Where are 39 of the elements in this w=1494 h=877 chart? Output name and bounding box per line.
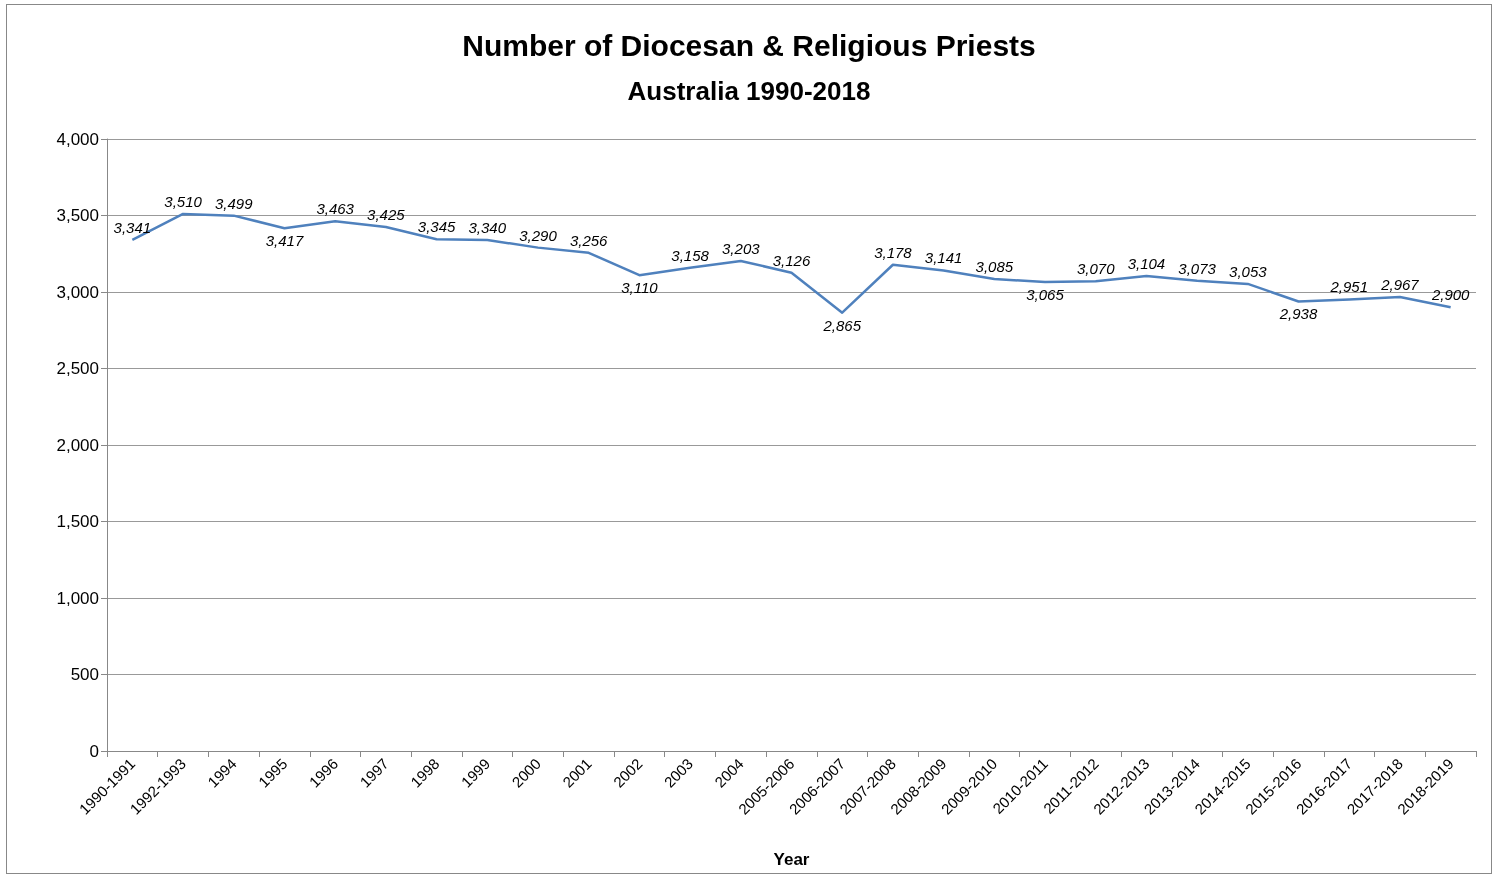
- data-label: 3,110: [621, 279, 659, 297]
- data-label: 3,290: [519, 226, 558, 244]
- data-label: 3,073: [1178, 259, 1217, 277]
- data-label: 3,417: [265, 232, 304, 250]
- data-label: 3,256: [569, 231, 609, 249]
- data-label: 3,070: [1076, 260, 1116, 278]
- data-label: 3,425: [367, 205, 406, 223]
- y-tick-label: 500: [70, 665, 99, 684]
- data-label: 3,341: [113, 218, 152, 236]
- data-label: 2,938: [1278, 305, 1318, 323]
- data-label: 3,141: [924, 249, 963, 267]
- data-label: 2,900: [1430, 286, 1471, 304]
- data-label: 3,463: [316, 200, 355, 218]
- data-label: 3,104: [1127, 255, 1166, 273]
- y-tick-label: 1,000: [56, 588, 99, 608]
- data-label: 3,499: [214, 194, 254, 212]
- data-label: 3,345: [417, 218, 456, 236]
- data-label: 2,951: [1329, 278, 1369, 296]
- y-tick-label: 0: [89, 741, 99, 761]
- data-label: 3,085: [975, 257, 1014, 275]
- data-label: 3,203: [722, 239, 761, 257]
- y-tick-label: 3,000: [56, 282, 99, 302]
- y-tick-label: 2,500: [56, 359, 99, 378]
- data-label: 3,126: [772, 251, 811, 269]
- data-label: 2,865: [822, 316, 862, 334]
- data-label: 2,967: [1380, 276, 1420, 294]
- chart-subtitle: Australia 1990-2018: [627, 76, 871, 106]
- chart-title: Number of Diocesan & Religious Priests: [462, 28, 1036, 62]
- y-tick-label: 3,500: [56, 206, 99, 225]
- y-tick-label: 1,500: [56, 512, 99, 531]
- data-label: 3,510: [164, 192, 203, 210]
- y-tick-label: 4,000: [56, 129, 99, 149]
- data-label: 3,178: [874, 243, 913, 261]
- y-tick-label: 2,000: [56, 435, 99, 455]
- data-label: 3,158: [671, 246, 710, 264]
- data-label: 3,053: [1229, 262, 1268, 280]
- data-label: 3,340: [468, 218, 507, 236]
- x-axis-title: Year: [773, 850, 810, 869]
- data-label: 3,065: [1026, 286, 1065, 304]
